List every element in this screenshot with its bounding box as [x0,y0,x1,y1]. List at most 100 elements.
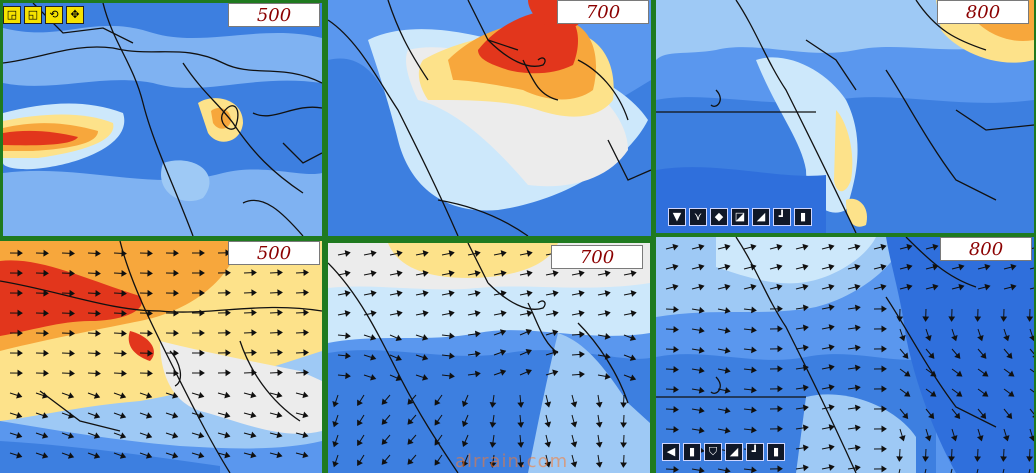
pressure-level-label: 800 [937,0,1029,24]
wind-arrow-head [407,458,414,465]
wind-arrow-head [199,269,205,277]
wind-arrow-head [604,270,611,277]
wind-panel-700-bottom[interactable]: 700 [328,243,650,473]
wind-arrow-head [17,349,23,357]
wind-arrow-head [489,421,497,428]
info-icon[interactable]: ▮ [683,443,701,461]
wind-arrow-head [422,374,429,381]
layer-icon[interactable]: ◪ [731,208,749,226]
back-icon[interactable]: ◀ [662,443,680,461]
wind-arrow-head [828,283,835,291]
wind-arrow-head [17,269,23,277]
wind-arrow-head [332,421,339,428]
down-icon[interactable]: ▼ [668,208,686,226]
wind-arrow-head [69,309,75,317]
pin-icon[interactable]: ┛ [746,443,764,461]
wind-arrow-head [147,309,153,317]
wind-arrow-head [672,263,679,271]
wind-arrow-head [357,439,363,446]
shield-icon[interactable]: ⛉ [704,443,722,461]
wind-arrow-head [526,250,533,257]
wind-arrow-head [828,324,835,331]
pin-icon[interactable]: ┛ [773,208,791,226]
wind-arrow-head [42,452,49,459]
wind-arrow-head [881,405,887,413]
wind-arrow-head [67,452,75,459]
wind-arrow-head [381,438,388,445]
bar-icon[interactable]: ▮ [794,208,812,226]
wind-arrow-head [198,431,205,439]
wind-arrow-head [147,369,153,377]
wind-arrow-head [224,451,231,459]
map-panel-500-top[interactable]: 500 ◲ ◱ ⟲ ✥ [3,3,322,236]
wind-arrow-head [854,324,861,332]
wind-arrow [1029,287,1034,290]
wind-panel-500-bottom[interactable]: 500 [0,241,322,473]
wind-arrow-head [17,289,23,297]
map-panel-700-top[interactable]: 700 [328,0,651,236]
wind-arrow-head [95,289,101,297]
wind-arrow-head [95,249,101,257]
wind-arrow-head [474,290,481,297]
zoom-out-icon[interactable]: ◱ [24,6,42,24]
map-panel-800-top[interactable]: 800 ▼ ⋎ ◆ ◪ ◢ ┛ ▮ [656,0,1034,233]
chevron-icon[interactable]: ⋎ [689,208,707,226]
wind-arrow-head [904,390,911,397]
wind-arrow-head [802,364,809,372]
wind-arrow-head [777,405,783,413]
wind-arrow-head [802,283,809,291]
pan-icon[interactable]: ✥ [66,6,84,24]
wind-arrow-head [802,344,809,352]
wind-arrow-head [95,329,101,337]
wind-arrow-head [407,398,414,405]
measure-icon[interactable]: ◢ [752,208,770,226]
wind-arrow [976,468,979,473]
wind-arrow-head [570,461,578,468]
wind-arrow-head [1000,316,1008,322]
wind-arrow-head [899,335,906,342]
wind-arrow-head [357,459,363,466]
wind-arrow-head [147,269,153,277]
wind-arrow-head [500,250,507,257]
wind-arrow-head [370,310,377,317]
wind-arrow-head [802,384,809,392]
wind-arrow-head [777,325,783,333]
wind-arrow-head [407,418,414,425]
wind-panel-800-bottom[interactable]: 800 ◀ ▮ ⛉ ◢ ┛ ▮ [656,237,1034,473]
wind-arrow-head [461,420,469,427]
wind-arrow-head [225,329,231,337]
wind-arrow-head [277,369,283,377]
wind-arrow-head [629,374,637,381]
contour-map [656,0,1034,233]
wind-arrow-head [276,451,283,459]
wind-arrow-head [751,386,757,394]
wind-arrow-head [449,352,455,360]
wind-arrow-head [499,329,507,336]
wind-arrow-head [277,309,283,317]
wind-arrow-head [828,444,835,451]
wind-arrow-head [67,412,75,419]
wind-arrow-head [544,401,552,408]
wind-arrow-head [802,243,809,251]
wind-arrow-head [517,442,525,448]
zoom-in-icon[interactable]: ◲ [3,6,21,24]
wind-arrow-head [199,369,205,377]
wind-arrow-head [579,331,585,338]
measure-icon[interactable]: ◢ [725,443,743,461]
wind-arrow-head [145,432,153,439]
reset-icon[interactable]: ⟲ [45,6,63,24]
wind-arrow-head [17,309,23,317]
wind-arrow-head [396,250,403,257]
wind-arrow-head [121,289,127,297]
wind-arrow-head [276,391,283,399]
wind-arrow-head [620,442,628,448]
wind-arrow-head [332,441,339,448]
pressure-level-label: 800 [940,237,1032,261]
diamond-icon[interactable]: ◆ [710,208,728,226]
wind-arrow-head [854,243,861,251]
wind-arrow-head [422,334,429,341]
wind-arrow-head [902,412,909,420]
wind-arrow-head [69,269,75,277]
bar-icon[interactable]: ▮ [767,443,785,461]
wind-contour-map [0,241,322,473]
